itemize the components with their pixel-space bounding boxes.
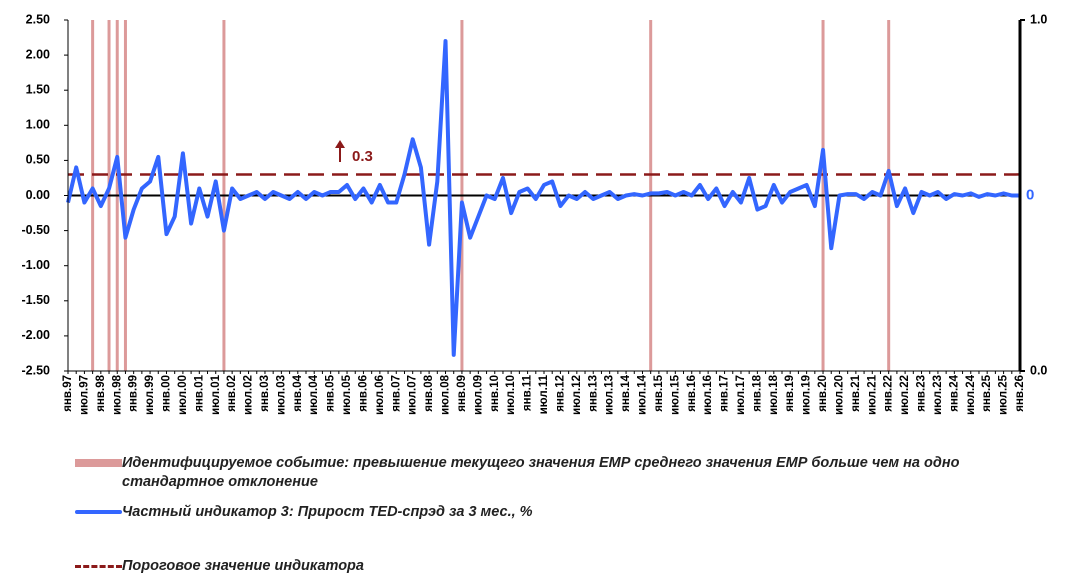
x-tick-label: янв.97 (62, 375, 74, 412)
x-tick-label: июл.12 (571, 375, 583, 415)
x-tick-label: июл.01 (210, 374, 222, 415)
x-tick-label: янв.15 (653, 374, 665, 411)
x-tick-label: июл.08 (440, 374, 452, 415)
series-line (66, 39, 1020, 357)
x-tick-label: янв.25 (981, 374, 993, 411)
x-tick-label: янв.05 (325, 374, 337, 411)
x-tick-label: янв.00 (161, 375, 173, 412)
x-tick-label: июл.03 (275, 375, 287, 415)
x-tick-label: янв.03 (259, 375, 271, 412)
threshold-arrow-head (335, 140, 345, 148)
x-tick-label: янв.98 (95, 374, 107, 411)
threshold-label: 0.3 (352, 148, 373, 165)
legend-label: Идентифицируемое событие: превышение тек… (122, 455, 960, 490)
y-tick-label: 2.50 (26, 12, 50, 26)
y-tick-label: -0.50 (22, 223, 51, 237)
series-end-label: 0 (1026, 186, 1034, 203)
x-tick-label: июл.07 (407, 375, 419, 415)
x-tick-label: янв.06 (357, 375, 369, 412)
y-tick-label: 1.50 (26, 82, 50, 96)
x-tick-label: янв.21 (850, 374, 862, 411)
x-tick-label: июл.15 (669, 374, 681, 415)
legend-label: Частный индикатор 3: Прирост TED-спрэд з… (122, 504, 533, 520)
x-tick-label: июл.24 (965, 374, 977, 415)
x-tick-label: янв.26 (1014, 375, 1026, 412)
x-tick-label: июл.18 (768, 374, 780, 415)
y-tick-label: 0.50 (26, 153, 50, 167)
x-tick-label: янв.11 (522, 374, 534, 411)
y-tick-label: -2.50 (22, 363, 51, 377)
y-tick-label: -1.50 (22, 293, 51, 307)
x-tick-label: янв.16 (686, 375, 698, 412)
x-tick-label: июл.14 (637, 374, 649, 415)
x-tick-label: июл.13 (604, 375, 616, 415)
x-tick-label: янв.01 (193, 374, 205, 411)
x-tick-label: июл.11 (538, 374, 550, 414)
x-tick-label: янв.09 (456, 375, 468, 412)
x-tick-label: июл.04 (308, 374, 320, 415)
x-tick-label: янв.04 (292, 374, 304, 411)
legend-swatch (75, 565, 122, 568)
x-tick-label: янв.23 (916, 375, 928, 412)
x-tick-label: янв.08 (423, 374, 435, 411)
x-tick-label: июл.20 (833, 375, 845, 415)
y-tick-label: -1.00 (22, 258, 51, 272)
legend-label: Пороговое значение индикатора (122, 558, 364, 574)
x-tick-label: июл.10 (505, 375, 517, 415)
x-tick-label: янв.18 (751, 374, 763, 411)
x-tick-label: янв.10 (489, 375, 501, 412)
legend-swatch (75, 459, 122, 467)
x-tick-label: июл.22 (899, 375, 911, 415)
x-tick-label: июл.17 (735, 375, 747, 415)
chart: 0.3-2.50-2.00-1.50-1.00-0.500.000.501.00… (22, 12, 1048, 415)
x-tick-label: июл.23 (932, 375, 944, 415)
y-tick-label: 0.00 (26, 188, 50, 202)
y-tick-label: 2.00 (26, 47, 50, 61)
x-tick-label: янв.20 (817, 375, 829, 412)
x-tick-label: янв.19 (784, 375, 796, 412)
x-tick-label: июл.19 (801, 375, 813, 415)
legend-swatch (75, 510, 122, 514)
x-tick-label: июл.09 (472, 375, 484, 415)
x-tick-label: июл.97 (78, 375, 90, 415)
y-tick-label: 1.00 (26, 118, 50, 132)
x-tick-label: июл.99 (144, 375, 156, 415)
x-tick-label: июл.06 (374, 375, 386, 415)
x-tick-label: янв.14 (620, 374, 632, 411)
x-tick-label: июл.00 (177, 375, 189, 415)
x-tick-label: янв.17 (719, 375, 731, 412)
x-tick-label: янв.07 (390, 375, 402, 412)
x-tick-label: июл.98 (111, 374, 123, 415)
y2-tick-label: 0.0 (1030, 363, 1047, 377)
x-tick-label: июл.21 (866, 374, 878, 415)
x-tick-label: янв.02 (226, 375, 238, 412)
y-tick-label: -2.00 (22, 328, 51, 342)
x-tick-label: янв.13 (587, 375, 599, 412)
x-tick-label: янв.22 (883, 375, 895, 412)
x-tick-label: июл.05 (341, 374, 353, 415)
x-tick-label: июл.16 (702, 375, 714, 415)
x-tick-label: янв.24 (948, 374, 960, 411)
x-tick-label: янв.12 (554, 375, 566, 412)
x-tick-label: янв.99 (128, 375, 140, 412)
y2-tick-label: 1.0 (1030, 12, 1047, 26)
x-tick-label: июл.02 (243, 375, 255, 415)
x-tick-label: июл.25 (998, 374, 1010, 415)
